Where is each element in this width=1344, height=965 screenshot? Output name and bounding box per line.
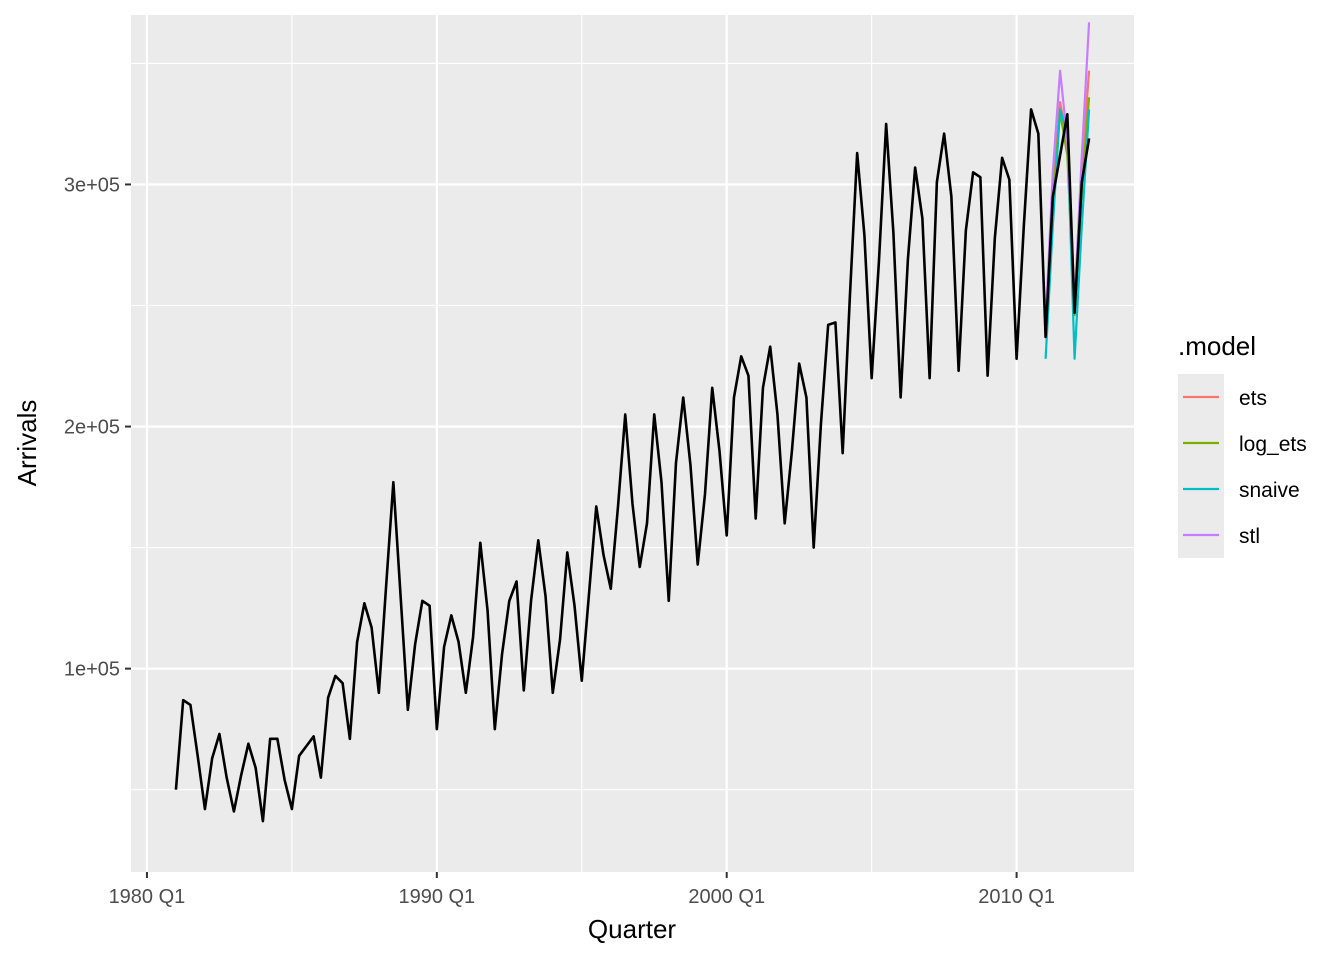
legend-label-snaive: snaive <box>1239 479 1300 502</box>
y-tick-label: 2e+05 <box>64 417 120 439</box>
x-tick-label: 2010 Q1 <box>978 886 1055 908</box>
legend-label-stl: stl <box>1239 525 1260 548</box>
y-tick-label: 3e+05 <box>64 174 120 196</box>
y-axis-title: Arrivals <box>12 400 42 487</box>
legend-label-log-ets: log_ets <box>1239 433 1307 456</box>
plot-panel <box>131 15 1134 872</box>
y-tick-label: 1e+05 <box>64 659 120 681</box>
x-tick-label: 1980 Q1 <box>109 886 186 908</box>
legend-title: .model <box>1178 331 1256 361</box>
series-lines <box>174 22 1091 823</box>
x-tick-label: 2000 Q1 <box>688 886 765 908</box>
series-line-arrivals <box>174 108 1091 823</box>
grid-lines <box>131 15 1134 872</box>
x-axis-title: Quarter <box>588 914 676 944</box>
x-tick-label: 1990 Q1 <box>398 886 475 908</box>
legend-label-ets: ets <box>1239 387 1267 410</box>
axes: 1980 Q1 1990 Q1 2000 Q1 2010 Q1 1e+05 2e+05 3e… <box>64 174 1055 908</box>
